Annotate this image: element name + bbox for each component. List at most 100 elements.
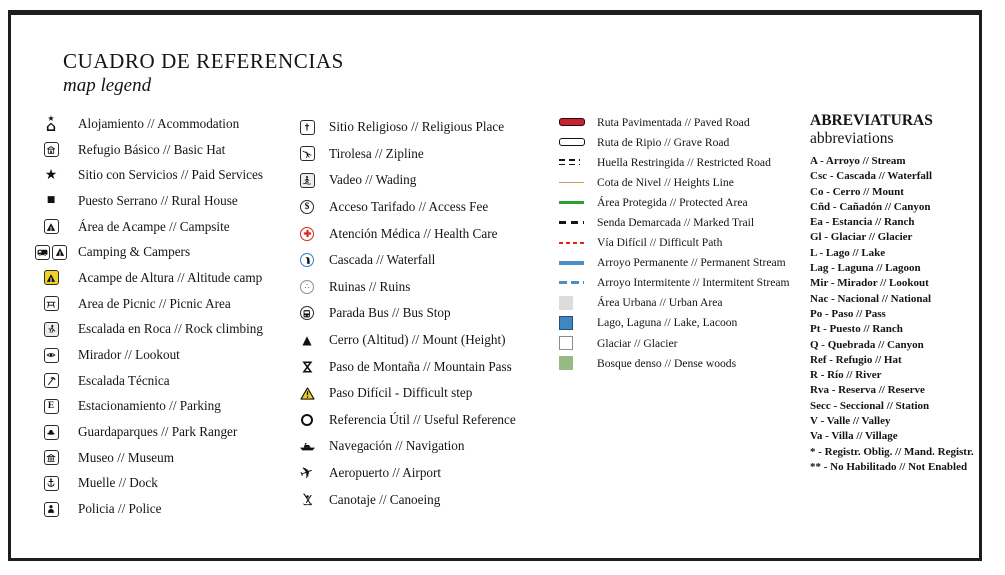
- legend-item-label: Tirolesa // Zipline: [329, 145, 424, 161]
- urban-area-swatch: [559, 295, 593, 310]
- abbreviation-entry: Ea - Estancia // Ranch: [810, 216, 915, 229]
- legend-item-label: Ruta Pavimentada // Paved Road: [597, 115, 750, 129]
- abbreviation-entry: Q - Quebrada // Canyon: [810, 338, 924, 351]
- legend-item-label: Puesto Serrano // Rural House: [78, 192, 238, 208]
- legend-item-label: Paso Difícil - Difficult step: [329, 385, 473, 401]
- bus-stop-icon: [292, 306, 322, 321]
- legend-item-label: Área Urbana // Urban Area: [597, 296, 723, 310]
- police-icon: [31, 501, 71, 517]
- intermittent-stream-swatch: [559, 281, 593, 285]
- legend-item-label: Paso de Montaña // Mountain Pass: [329, 358, 512, 374]
- page-subtitle: map legend: [63, 75, 152, 96]
- page-title: CUADRO DE REFERENCIAS: [63, 49, 344, 73]
- navigation-icon: [292, 441, 322, 452]
- legend-item-label: Acceso Tarifado // Access Fee: [329, 199, 489, 215]
- legend-item-label: Cota de Nivel // Heights Line: [597, 175, 734, 189]
- legend-area-item: Área Urbana // Urban Area: [559, 293, 809, 313]
- useful-reference-icon: [292, 413, 322, 426]
- abbreviation-entry: * - Registr. Oblig. // Mand. Registr.: [810, 445, 974, 458]
- mount-icon: ▲: [302, 333, 312, 348]
- permanent-stream-swatch: [559, 260, 593, 265]
- legend-area-item: Bosque denso // Dense woods: [559, 353, 809, 373]
- basic-hut-icon: [31, 142, 71, 158]
- abbreviations-column: ABREVIATURAS abbreviations A - Arroyo //…: [810, 111, 986, 475]
- legend-item-label: Ruta de Ripio // Grave Road: [597, 135, 730, 149]
- paid-services-icon: ★: [44, 167, 58, 184]
- legend-item: ∴ Ruinas // Ruins: [292, 274, 554, 301]
- legend-item-label: Estacionamiento // Parking: [78, 398, 221, 414]
- lines-areas-column: Ruta Pavimentada // Paved Road Ruta de Ri…: [559, 112, 809, 373]
- legend-item: ■ Puesto Serrano // Rural House: [31, 188, 289, 214]
- legend-item: Guardaparques // Park Ranger: [31, 419, 289, 445]
- rock-climbing-icon: [31, 321, 71, 337]
- legend-item: Escalada Técnica: [31, 368, 289, 394]
- gravel-road-swatch: [559, 138, 593, 147]
- legend-item-label: Muelle // Dock: [78, 475, 158, 491]
- dense-woods-swatch: [559, 356, 593, 371]
- legend-item: Navegación // Navigation: [292, 433, 554, 460]
- abbreviation-entry: L - Lago // Lake: [810, 246, 886, 259]
- religious-place-icon: [292, 119, 322, 135]
- legend-item-label: Mirador // Lookout: [78, 347, 180, 363]
- legend-item-label: Sitio Religioso // Religious Place: [329, 119, 505, 135]
- parking-icon: E: [31, 398, 71, 414]
- legend-item-label: Ruinas // Ruins: [329, 278, 411, 294]
- legend-item-label: Sitio con Servicios // Paid Services: [78, 167, 263, 183]
- abbreviation-entry: ** - No Habilitado // Not Enabled: [810, 460, 968, 473]
- legend-item-label: Glaciar // Glacier: [597, 336, 678, 350]
- legend-line-item: Área Protegida // Protected Area: [559, 192, 809, 212]
- legend-item: Paso Difícil - Difficult step: [292, 380, 554, 407]
- legend-item: ⋈ Paso de Montaña // Mountain Pass: [292, 353, 554, 380]
- waterfall-icon: [292, 253, 322, 268]
- legend-item: ★ Sitio con Servicios // Paid Services: [31, 162, 289, 188]
- mountain-pass-icon: ⋈: [299, 359, 315, 374]
- abbreviation-entry: Co - Cerro // Mount: [810, 185, 904, 198]
- legend-item-label: Refugio Básico // Basic Hat: [78, 141, 226, 157]
- restricted-trail-swatch: [559, 159, 593, 166]
- legend-item-label: Escalada Técnica: [78, 372, 170, 388]
- legend-item-label: Área Protegida // Protected Area: [597, 195, 748, 209]
- legend-frame: CUADRO DE REFERENCIAS map legend ★ ⌂ Aloja…: [8, 10, 982, 561]
- picnic-area-icon: [31, 296, 71, 312]
- marked-trail-swatch: [559, 221, 593, 224]
- legend-item-label: Área de Acampe // Campsite: [78, 218, 230, 234]
- legend-line-item: Vía Difícil // Difficult Path: [559, 233, 809, 253]
- legend-item: Museo // Museum: [31, 445, 289, 471]
- canoeing-icon: [292, 493, 322, 506]
- access-fee-icon: $: [292, 200, 322, 215]
- difficult-step-icon: [292, 387, 322, 400]
- lookout-icon: [31, 347, 71, 363]
- legend-item-label: Museo // Museum: [78, 449, 174, 465]
- legend-item-label: Referencia Útil // Useful Reference: [329, 411, 516, 427]
- abbreviation-entry: R - Río // River: [810, 369, 882, 382]
- legend-item-label: Bosque denso // Dense woods: [597, 356, 737, 370]
- legend-item-label: Vadeo // Wading: [329, 172, 417, 188]
- legend-item-label: Cerro (Altitud) // Mount (Height): [329, 332, 506, 348]
- abbreviation-entry: Csc - Cascada // Waterfall: [810, 170, 933, 183]
- legend-area-item: Glaciar // Glacier: [559, 333, 809, 353]
- legend-line-item: Ruta Pavimentada // Paved Road: [559, 112, 809, 132]
- legend-item-label: Vía Difícil // Difficult Path: [597, 236, 723, 250]
- legend-item-label: Policia // Police: [78, 501, 162, 517]
- protected-area-swatch: [559, 200, 593, 205]
- glacier-swatch: [559, 336, 593, 351]
- legend-item-label: Cascada // Waterfall: [329, 252, 436, 268]
- legend-item-label: Lago, Laguna // Lake, Lacoon: [597, 316, 738, 330]
- legend-item-label: Guardaparques // Park Ranger: [78, 424, 238, 440]
- legend-item: Atención Médica // Health Care: [292, 220, 554, 247]
- park-ranger-icon: [31, 424, 71, 440]
- museum-icon: [31, 450, 71, 466]
- symbol-column-1: ★ ⌂ Alojamiento // Acommodation Refugio Bás…: [31, 111, 289, 522]
- legend-item-label: Arroyo Permanente // Permanent Stream: [597, 256, 786, 270]
- legend-item: Área de Acampe // Campsite: [31, 214, 289, 240]
- difficult-path-swatch: [559, 241, 593, 244]
- legend-item: ▲ Cerro (Altitud) // Mount (Height): [292, 327, 554, 354]
- legend-item: Sitio Religioso // Religious Place: [292, 114, 554, 141]
- legend-item: Tirolesa // Zipline: [292, 141, 554, 168]
- legend-area-item: Lago, Laguna // Lake, Lacoon: [559, 313, 809, 333]
- airport-icon: ✈: [297, 461, 317, 484]
- abbreviation-entry: Rva - Reserva // Reserve: [810, 384, 925, 397]
- legend-item: Parada Bus // Bus Stop: [292, 300, 554, 327]
- abbreviation-entry: Mir - Mirador // Lookout: [810, 277, 929, 290]
- abbreviation-entry: A - Arroyo // Stream: [810, 155, 906, 167]
